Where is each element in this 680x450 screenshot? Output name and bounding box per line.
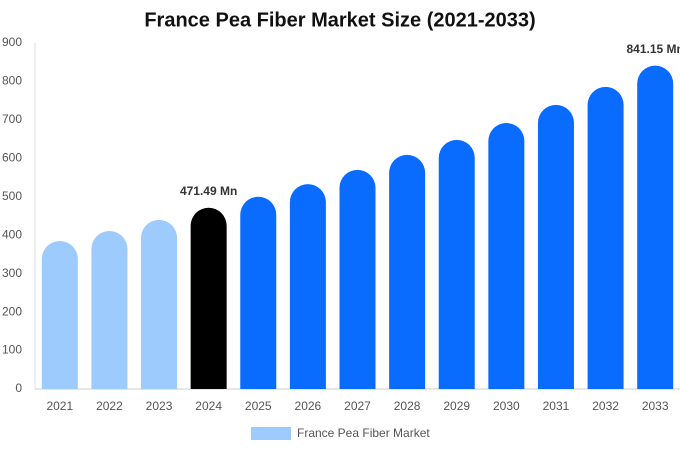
- legend-swatch: [251, 427, 291, 440]
- bar: [537, 104, 574, 389]
- x-tick-label: 2026: [295, 399, 322, 413]
- y-tick-label: 0: [15, 381, 22, 395]
- y-tick-label: 700: [2, 112, 22, 126]
- bar: [141, 219, 178, 389]
- legend-label: France Pea Fiber Market: [297, 426, 430, 440]
- y-tick-label: 300: [2, 266, 22, 280]
- bar: [91, 230, 128, 389]
- x-tick-label: 2024: [195, 399, 222, 413]
- bar: [240, 196, 277, 389]
- bar: [41, 240, 78, 389]
- x-tick-label: 2029: [443, 399, 470, 413]
- y-tick-label: 500: [2, 189, 22, 203]
- value-label: 841.15 Mn: [627, 42, 680, 56]
- bar: [438, 139, 475, 389]
- y-tick-label: 200: [2, 304, 22, 318]
- bar: [289, 184, 326, 389]
- bar: [488, 122, 525, 389]
- x-tick-label: 2022: [96, 399, 123, 413]
- bar: [637, 65, 674, 389]
- x-tick-label: 2033: [642, 399, 669, 413]
- bar: [339, 169, 376, 389]
- x-tick-label: 2032: [592, 399, 619, 413]
- y-tick-label: 600: [2, 151, 22, 165]
- y-tick-label: 900: [2, 35, 22, 49]
- x-tick-label: 2031: [543, 399, 570, 413]
- value-label: 471.49 Mn: [180, 184, 237, 198]
- x-tick-label: 2030: [493, 399, 520, 413]
- chart-title: France Pea Fiber Market Size (2021-2033): [144, 9, 535, 31]
- x-tick-label: 2021: [46, 399, 73, 413]
- x-tick-label: 2028: [394, 399, 421, 413]
- x-tick-label: 2025: [245, 399, 272, 413]
- x-tick-label: 2023: [146, 399, 173, 413]
- bar: [389, 154, 426, 389]
- bar: [190, 207, 227, 389]
- bar: [587, 86, 624, 390]
- y-tick-label: 800: [2, 74, 22, 88]
- y-tick-label: 400: [2, 227, 22, 241]
- x-tick-label: 2027: [344, 399, 371, 413]
- y-tick-label: 100: [2, 343, 22, 357]
